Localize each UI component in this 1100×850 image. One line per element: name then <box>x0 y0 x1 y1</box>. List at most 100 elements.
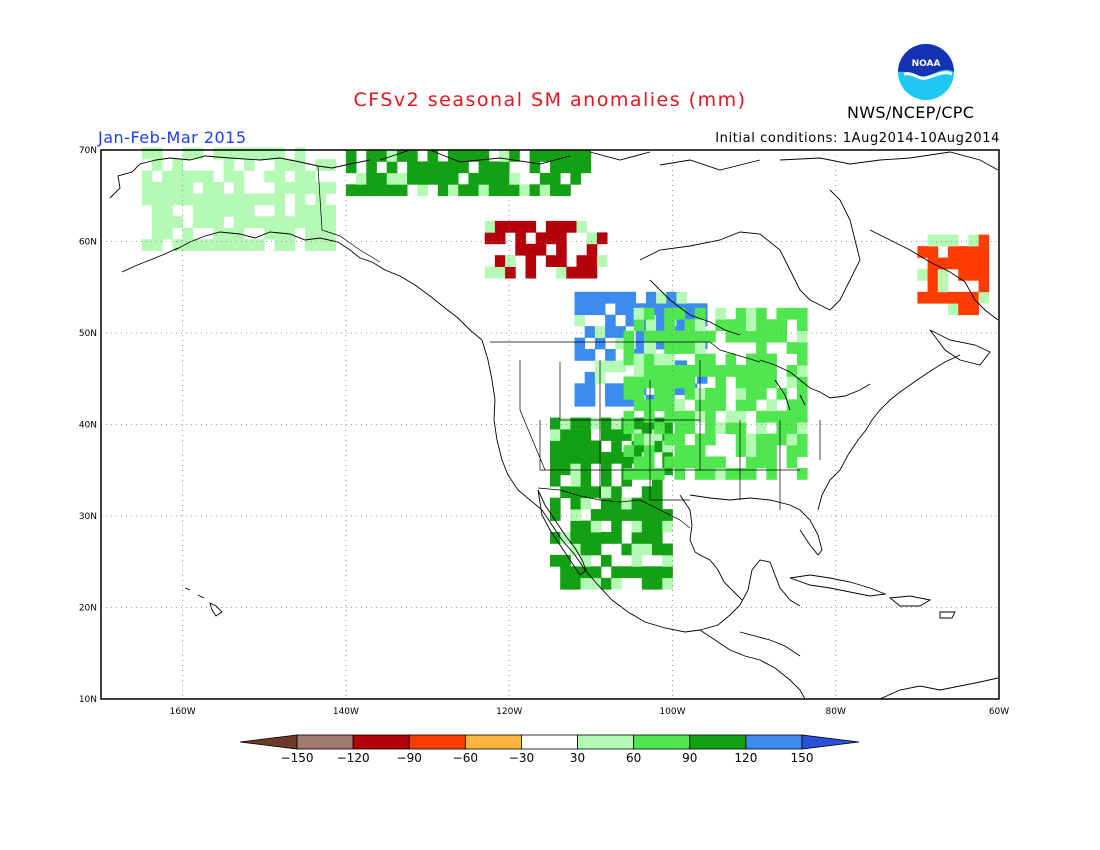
agency-label: NWS/NCEP/CPC <box>847 103 975 122</box>
anomaly-cell <box>203 216 214 229</box>
anomaly-cell <box>586 243 598 256</box>
anomaly-cell <box>735 445 747 457</box>
anomaly-cell <box>735 410 747 423</box>
anomaly-cell <box>684 456 696 469</box>
anomaly-cell <box>756 353 767 366</box>
anomaly-cell <box>766 330 777 343</box>
anomaly-cell <box>233 170 245 183</box>
colorbar-segment <box>464 734 522 750</box>
anomaly-cell <box>623 353 635 366</box>
coastline-gulf-north <box>689 494 823 556</box>
anomaly-patch <box>484 220 608 279</box>
anomaly-cell <box>927 280 939 293</box>
anomaly-cell <box>611 532 622 544</box>
anomaly-cell <box>396 172 408 185</box>
anomaly-cell <box>580 463 592 476</box>
anomaly-cell <box>499 161 510 174</box>
anomaly-cell <box>305 170 316 183</box>
anomaly-cell <box>621 429 632 441</box>
anomaly-cell <box>937 234 949 247</box>
anomaly-cell <box>674 445 686 457</box>
anomaly-cell <box>735 399 747 412</box>
anomaly-cell <box>725 353 737 366</box>
anomaly-cell <box>715 468 726 480</box>
anomaly-cell <box>386 184 398 197</box>
anomaly-cell <box>494 220 506 233</box>
anomaly-cell <box>396 150 408 162</box>
anomaly-cell <box>233 147 245 160</box>
anomaly-cell <box>937 257 949 270</box>
anomaly-cell <box>274 204 286 217</box>
anomaly-cell <box>735 433 747 446</box>
anomaly-cell <box>590 417 602 430</box>
anomaly-cell <box>192 147 204 160</box>
anomaly-cell <box>574 349 586 361</box>
anomaly-cell <box>417 172 428 185</box>
anomaly-cell <box>652 520 663 533</box>
anomaly-cell <box>641 417 653 430</box>
anomaly-cell <box>756 387 767 400</box>
anomaly-cell <box>705 422 716 434</box>
coastline-east <box>817 354 961 511</box>
great-lakes <box>759 359 871 411</box>
chart-title: CFSv2 seasonal SM anomalies (mm) <box>353 89 747 111</box>
anomaly-cell <box>529 161 541 174</box>
colorbar-tick-label: 30 <box>570 751 585 765</box>
anomaly-cell <box>243 239 255 251</box>
anomaly-cell <box>715 365 726 377</box>
anomaly-cell <box>786 410 798 423</box>
anomaly-cell <box>509 172 520 185</box>
anomaly-cell <box>605 326 616 338</box>
anomaly-cell <box>725 365 737 377</box>
anomaly-cell <box>556 232 567 245</box>
anomaly-cell <box>766 376 777 389</box>
anomaly-cell <box>676 291 688 304</box>
anomaly-cell <box>776 422 788 434</box>
anomaly-cell <box>745 307 757 320</box>
anomaly-patch <box>345 150 592 197</box>
anomaly-cell <box>590 486 602 499</box>
anomaly-cell <box>525 255 537 267</box>
anomaly-cell <box>560 417 571 430</box>
anomaly-cell <box>584 291 596 304</box>
anomaly-cell <box>505 255 516 267</box>
anomaly-cell <box>652 532 663 544</box>
anomaly-cell <box>590 566 602 579</box>
anomaly-cell <box>615 394 626 407</box>
anomaly-cell <box>745 376 757 389</box>
anomaly-cell <box>325 159 337 171</box>
anomaly-cell <box>484 232 496 245</box>
anomaly-cell <box>213 204 224 217</box>
anomaly-cell <box>601 509 612 521</box>
anomaly-cell <box>243 159 255 171</box>
anomaly-cell <box>550 429 561 441</box>
anomaly-cell <box>284 182 296 194</box>
anomaly-cell <box>233 182 245 194</box>
anomaly-cell <box>509 150 520 162</box>
anomaly-cell <box>254 193 265 206</box>
anomaly-cell <box>560 566 571 579</box>
anomaly-cell <box>786 456 798 469</box>
anomaly-cell <box>623 342 635 354</box>
anomaly-cell <box>448 150 459 162</box>
anomaly-cell <box>478 161 490 174</box>
anomaly-cell <box>545 232 557 245</box>
lat-tick-label: 50N <box>79 329 97 339</box>
anomaly-cell <box>664 376 675 389</box>
anomaly-cell <box>937 291 949 304</box>
anomaly-cell <box>315 239 326 251</box>
anomaly-cell <box>305 204 316 217</box>
anomaly-cell <box>550 417 561 430</box>
anomaly-cell <box>797 433 808 446</box>
anomaly-cell <box>141 193 153 206</box>
anomaly-cell <box>560 577 571 590</box>
anomaly-cell <box>621 497 632 510</box>
anomaly-cell <box>654 399 665 412</box>
anomaly-cell <box>478 184 490 197</box>
anomaly-cell <box>594 337 606 350</box>
anomaly-cell <box>633 365 645 377</box>
anomaly-cell <box>141 147 153 160</box>
anomaly-cell <box>580 532 592 544</box>
anomaly-cell <box>366 150 377 162</box>
anomaly-cell <box>674 342 686 354</box>
